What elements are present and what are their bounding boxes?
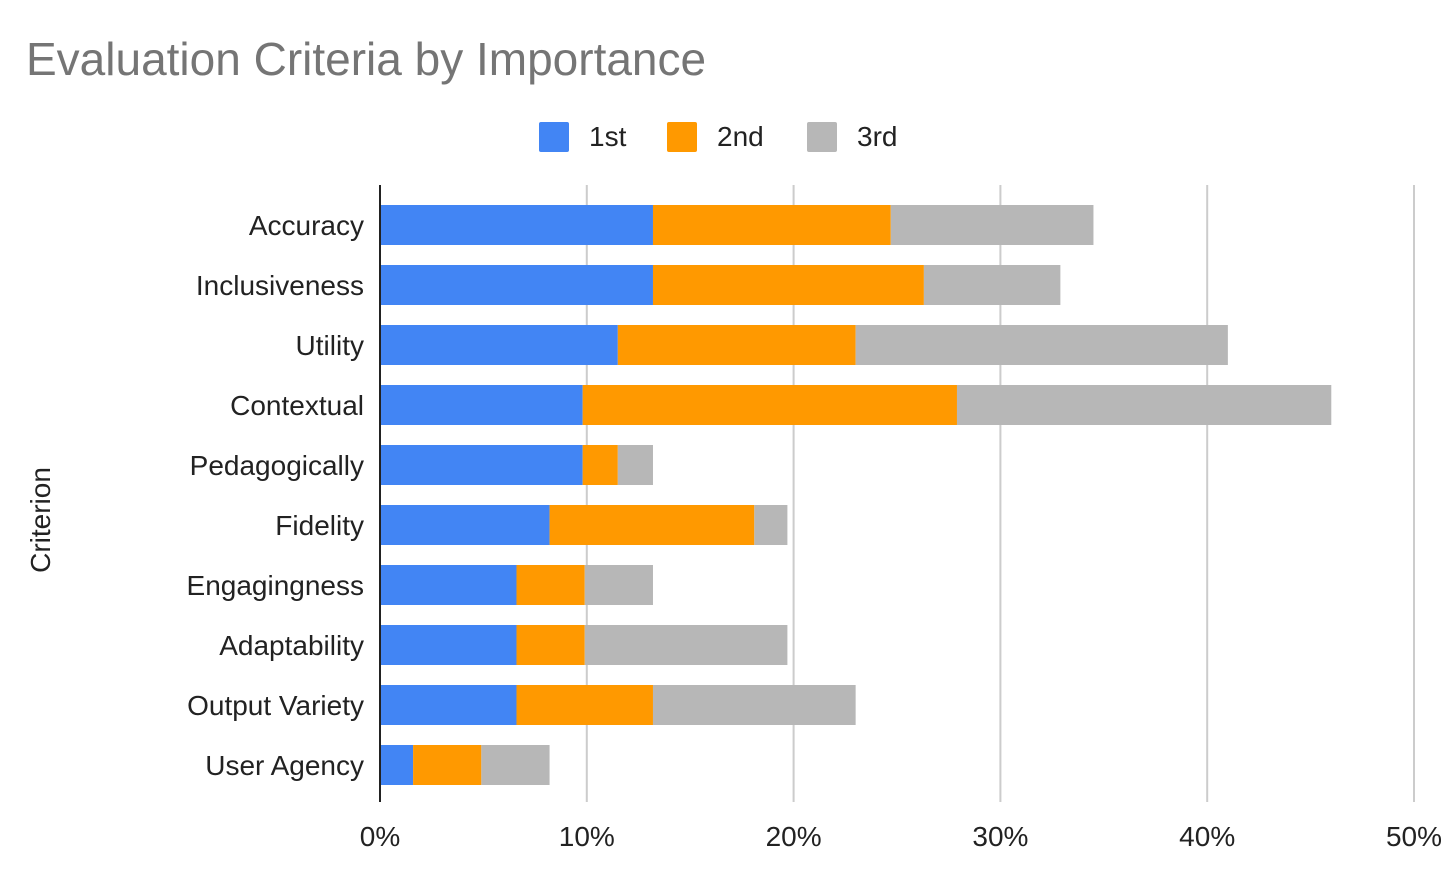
- legend-item-3rd[interactable]: 3rd: [807, 117, 897, 157]
- bar-adaptability-3rd[interactable]: [584, 625, 788, 665]
- bar-adaptability-1st[interactable]: [380, 625, 517, 665]
- bar-user-agency-1st[interactable]: [380, 745, 414, 785]
- legend-item-2nd[interactable]: 2nd: [667, 117, 764, 157]
- legend-swatch-1st: [539, 122, 569, 152]
- labels: 0% 10% 20% 30% 40% 50% Accuracy Inclusiveness Ut…: [187, 210, 1443, 852]
- bar-utility-1st[interactable]: [380, 325, 618, 365]
- bar-output-variety-3rd[interactable]: [652, 685, 856, 725]
- chart-title: Evaluation Criteria by Importance: [26, 33, 707, 85]
- x-tick-label: 30%: [972, 821, 1028, 852]
- legend-label-2nd: 2nd: [717, 121, 764, 152]
- bar-inclusiveness-3rd[interactable]: [923, 265, 1061, 305]
- bar-inclusiveness-2nd[interactable]: [652, 265, 924, 305]
- y-tick-label: Inclusiveness: [196, 270, 364, 301]
- bar-accuracy-3rd[interactable]: [890, 205, 1094, 245]
- bars: [380, 205, 1332, 785]
- y-tick-label: Fidelity: [275, 510, 364, 541]
- bar-utility-3rd[interactable]: [855, 325, 1228, 365]
- bar-pedagogically-2nd[interactable]: [582, 445, 618, 485]
- legend: 1st 2nd 3rd: [0, 117, 1456, 157]
- bar-contextual-2nd[interactable]: [582, 385, 957, 425]
- y-tick-label: Contextual: [230, 390, 364, 421]
- bar-adaptability-2nd[interactable]: [516, 625, 585, 665]
- y-tick-label: Pedagogically: [190, 450, 364, 481]
- x-tick-label: 0%: [360, 821, 400, 852]
- bar-pedagogically-3rd[interactable]: [617, 445, 653, 485]
- bar-output-variety-1st[interactable]: [380, 685, 517, 725]
- y-tick-label: User Agency: [205, 750, 364, 781]
- bar-fidelity-3rd[interactable]: [754, 505, 788, 545]
- bar-accuracy-1st[interactable]: [380, 205, 653, 245]
- x-tick-label: 10%: [559, 821, 615, 852]
- bar-accuracy-2nd[interactable]: [652, 205, 891, 245]
- y-tick-label: Output Variety: [187, 690, 364, 721]
- legend-swatch-3rd: [807, 122, 837, 152]
- bar-pedagogically-1st[interactable]: [380, 445, 583, 485]
- x-tick-label: 40%: [1179, 821, 1235, 852]
- y-tick-label: Adaptability: [219, 630, 364, 661]
- legend-label-3rd: 3rd: [857, 121, 898, 152]
- y-tick-label: Accuracy: [249, 210, 364, 241]
- legend-swatch-2nd: [667, 122, 697, 152]
- y-tick-label: Utility: [296, 330, 364, 361]
- legend-label-1st: 1st: [589, 121, 627, 152]
- bar-utility-2nd[interactable]: [617, 325, 856, 365]
- y-tick-label: Engagingness: [187, 570, 364, 601]
- x-tick-label: 20%: [766, 821, 822, 852]
- bar-fidelity-2nd[interactable]: [549, 505, 755, 545]
- bar-user-agency-2nd[interactable]: [413, 745, 482, 785]
- bar-contextual-3rd[interactable]: [956, 385, 1332, 425]
- bar-user-agency-3rd[interactable]: [481, 745, 550, 785]
- bar-contextual-1st[interactable]: [380, 385, 583, 425]
- bar-inclusiveness-1st[interactable]: [380, 265, 653, 305]
- bar-engagingness-1st[interactable]: [380, 565, 517, 605]
- bar-engagingness-3rd[interactable]: [584, 565, 653, 605]
- legend-item-1st[interactable]: 1st: [539, 117, 626, 157]
- bar-fidelity-1st[interactable]: [380, 505, 550, 545]
- bar-output-variety-2nd[interactable]: [516, 685, 653, 725]
- bar-engagingness-2nd[interactable]: [516, 565, 585, 605]
- x-tick-label: 50%: [1386, 821, 1442, 852]
